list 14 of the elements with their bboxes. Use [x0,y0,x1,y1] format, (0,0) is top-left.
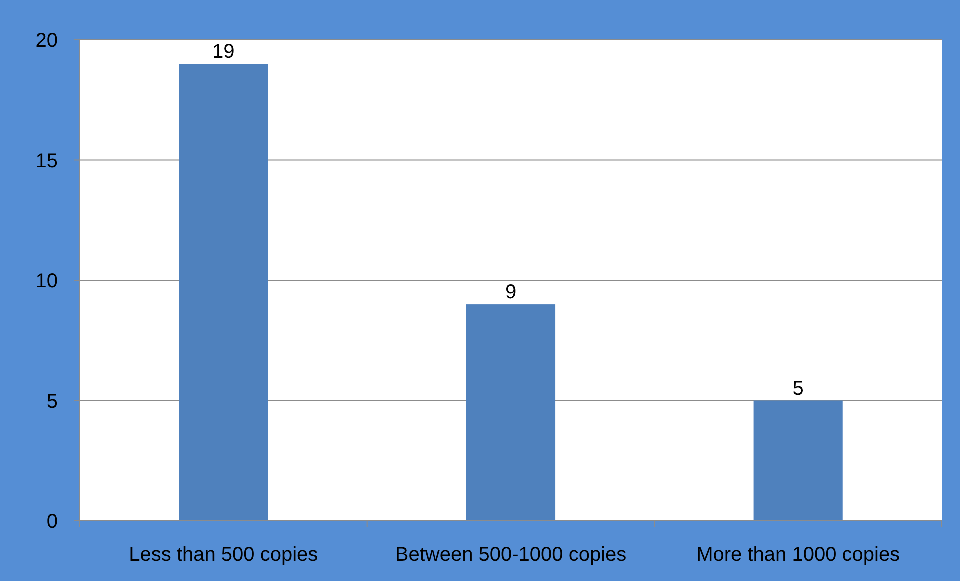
y-tick-label: 5 [46,390,58,413]
y-tick-label: 20 [36,30,58,52]
data-label: 5 [792,378,804,400]
x-tick-label: Less than 500 copies [129,544,318,566]
x-tick-label: Between 500-1000 copies [395,544,627,566]
bar [179,64,268,521]
x-tick-label: More than 1000 copies [696,544,900,566]
y-tick-label: 15 [36,150,58,172]
y-tick-label: 0 [46,511,58,533]
data-label: 19 [212,41,235,64]
y-tick-label: 10 [36,270,58,292]
bar [466,304,556,521]
data-label: 9 [505,282,517,304]
bar [754,400,843,521]
